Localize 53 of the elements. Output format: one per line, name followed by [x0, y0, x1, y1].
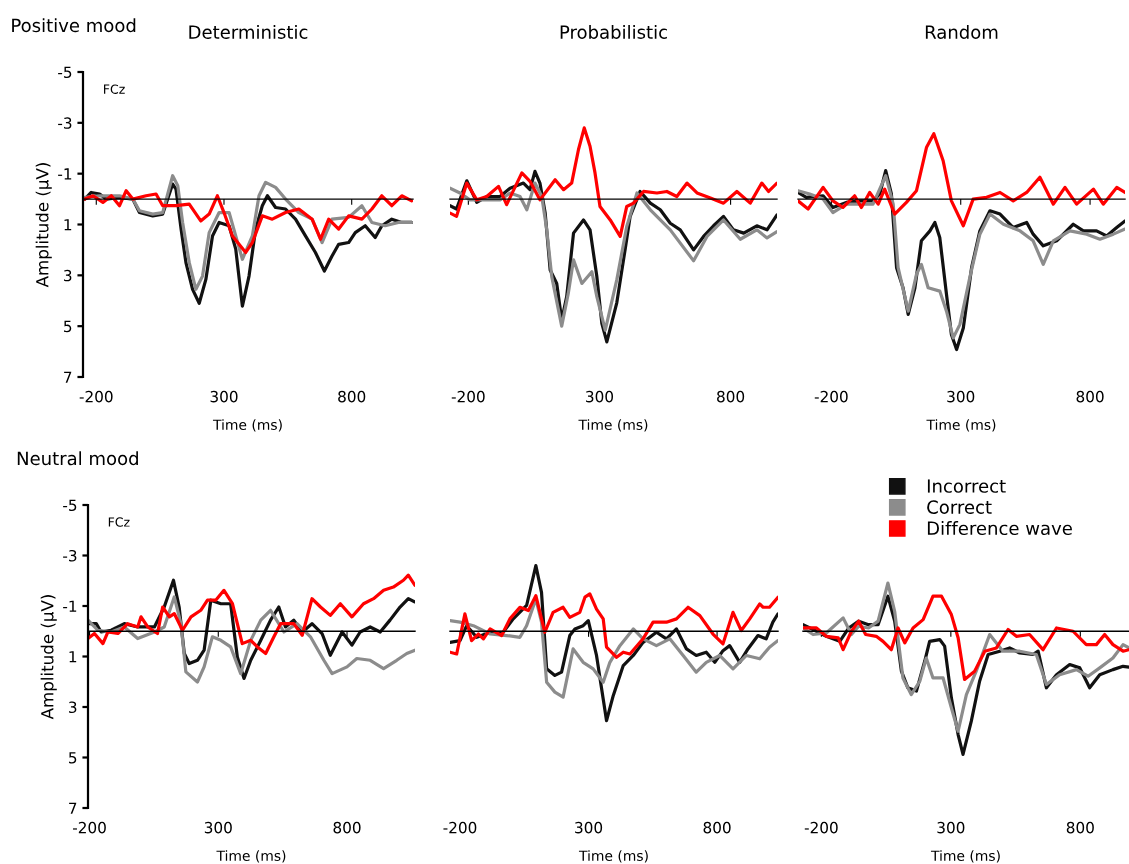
- x-axis-title: Time (ms): [216, 850, 286, 863]
- x-tick-label: 300: [937, 821, 965, 834]
- x-tick-label: 300: [575, 821, 603, 834]
- y-tick-label: 1: [64, 219, 72, 231]
- x-tick-label: -200: [79, 390, 113, 403]
- y-tick-label: -1: [58, 168, 72, 180]
- chart-subtitle: Neutral mood: [17, 451, 138, 466]
- y-axis-title: Amplitude (µV): [35, 163, 52, 288]
- y-tick-label: -3: [58, 117, 72, 129]
- x-tick-label: 800: [717, 390, 745, 403]
- x-axis-title: Time (ms): [578, 419, 648, 432]
- x-tick-label: -200: [451, 390, 485, 403]
- x-tick-label: 800: [338, 390, 366, 403]
- x-tick-label: 800: [333, 821, 361, 834]
- x-tick-label: -200: [814, 390, 848, 403]
- x-tick-label: -200: [72, 821, 106, 834]
- y-tick-label: -5: [63, 499, 77, 512]
- x-tick-label: 300: [586, 390, 614, 403]
- annotation: FCz: [108, 517, 130, 527]
- legend-label: Difference wave: [927, 521, 1072, 536]
- y-tick-label: 5: [64, 320, 72, 333]
- line-series: [88, 573, 415, 656]
- x-axis-title: Time (ms): [578, 850, 648, 863]
- x-tick-label: 800: [1076, 390, 1104, 403]
- x-axis-title: Time (ms): [212, 419, 282, 432]
- x-axis-title: Time (ms): [926, 419, 996, 432]
- x-tick-label: 300: [204, 821, 232, 834]
- y-tick-label: 7: [69, 802, 77, 814]
- legend-label: Incorrect: [927, 479, 1006, 493]
- chart-title: Probabilistic: [560, 24, 667, 39]
- x-tick-label: 300: [947, 390, 975, 403]
- y-tick-label: 3: [64, 269, 72, 282]
- legend-label: Correct: [927, 500, 992, 514]
- y-tick-label: 5: [69, 752, 77, 764]
- line-series: [88, 595, 415, 684]
- x-tick-label: 300: [210, 390, 238, 403]
- x-tick-label: 800: [1066, 821, 1094, 834]
- chart-title: Random: [925, 24, 998, 39]
- chart-title: Deterministic: [189, 24, 308, 39]
- y-tick-label: 3: [69, 701, 77, 714]
- y-tick-label: 1: [69, 651, 77, 663]
- y-tick-label: 7: [64, 371, 72, 383]
- chart-subtitle: Positive mood: [12, 18, 136, 33]
- y-axis-title: Amplitude (µV): [40, 595, 57, 720]
- x-tick-label: -200: [804, 821, 838, 834]
- line-series: [83, 189, 413, 255]
- y-tick-label: -3: [63, 549, 77, 562]
- x-tick-label: 800: [703, 821, 731, 834]
- annotation: FCz: [104, 84, 125, 94]
- x-tick-label: -200: [443, 821, 477, 834]
- y-tick-label: -1: [63, 600, 77, 612]
- y-tick-label: -5: [58, 66, 72, 79]
- x-axis-title: Time (ms): [930, 850, 1000, 863]
